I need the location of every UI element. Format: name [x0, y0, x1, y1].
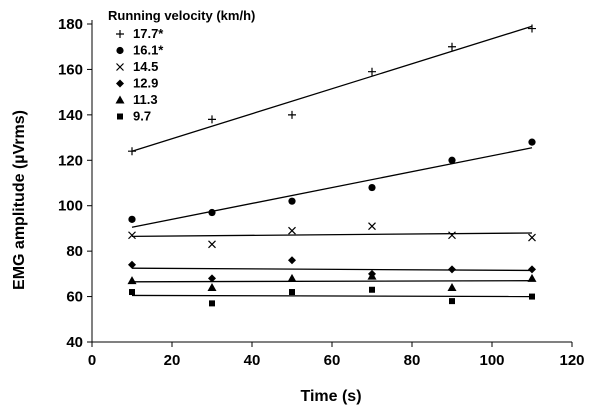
legend-marker-cross — [116, 63, 124, 71]
y-tick-label: 100 — [58, 198, 83, 215]
data-point-diamond — [528, 265, 536, 274]
legend-title: Running velocity (km/h) — [108, 8, 255, 23]
y-tick-label: 80 — [66, 243, 83, 260]
data-point-square — [129, 289, 135, 296]
data-point-cross — [368, 222, 376, 231]
legend-entry-label: 16.1* — [133, 43, 164, 58]
y-tick-label: 140 — [58, 107, 83, 124]
data-point-circle — [368, 183, 376, 192]
legend-marker-circle — [116, 46, 124, 55]
data-point-circle — [208, 208, 216, 217]
legend-marker-plus — [116, 30, 124, 38]
data-point-plus — [528, 24, 536, 33]
data-points — [127, 24, 537, 307]
legend-entry-label: 12.9 — [133, 76, 158, 91]
data-point-triangle — [287, 273, 297, 282]
trend-line-circle — [131, 147, 533, 228]
data-point-plus — [288, 110, 296, 119]
trend-lines — [131, 25, 533, 298]
trend-line-triangle — [131, 280, 533, 283]
data-point-diamond — [128, 260, 136, 269]
data-point-cross — [448, 231, 456, 240]
data-point-triangle — [207, 282, 217, 291]
data-point-diamond — [448, 265, 456, 274]
data-point-cross — [528, 233, 536, 242]
data-point-plus — [208, 115, 216, 124]
data-point-triangle — [527, 273, 537, 282]
data-point-square — [209, 300, 215, 307]
x-axis-title: Time (s) — [300, 388, 361, 405]
trend-line-plus — [131, 25, 533, 152]
y-tick-label: 40 — [66, 334, 83, 351]
x-tick-label: 60 — [324, 352, 341, 369]
x-tick-label: 80 — [404, 352, 421, 369]
data-point-plus — [128, 147, 136, 156]
y-tick-label: 180 — [58, 16, 83, 33]
data-point-diamond — [208, 274, 216, 283]
data-point-square — [289, 289, 295, 296]
legend-marker-diamond — [116, 79, 124, 88]
data-point-circle — [128, 215, 136, 223]
data-point-circle — [288, 197, 296, 205]
trend-line-square — [131, 294, 533, 298]
x-tick-label: 0 — [88, 352, 96, 369]
data-point-square — [529, 293, 535, 300]
x-tick-label: 100 — [479, 352, 504, 369]
data-point-plus — [368, 67, 376, 76]
data-point-square — [369, 286, 375, 293]
data-point-circle — [528, 138, 536, 146]
x-tick-label: 40 — [244, 352, 261, 369]
data-point-square — [449, 298, 455, 305]
trend-line-cross — [131, 232, 533, 238]
data-point-diamond — [288, 256, 296, 265]
legend-entry-label: 9.7 — [133, 109, 151, 124]
x-tick-label: 120 — [559, 352, 584, 369]
data-point-triangle — [127, 276, 137, 285]
y-tick-label: 60 — [66, 289, 83, 306]
y-tick-label: 120 — [58, 152, 83, 169]
legend-marker-triangle — [115, 95, 125, 104]
data-point-triangle — [447, 282, 457, 291]
data-point-triangle — [367, 271, 377, 280]
y-tick-label: 160 — [58, 61, 83, 78]
legend-entry-label: 17.7* — [133, 26, 164, 41]
x-tick-label: 20 — [164, 352, 181, 369]
data-point-plus — [448, 42, 456, 51]
axes: 0 20 40 60 80 100 120 40 60 80 100 120 140 160 180 — [58, 16, 585, 369]
data-point-cross — [288, 226, 296, 235]
trend-line-diamond — [131, 267, 533, 272]
legend-marker-square — [117, 113, 123, 120]
legend: Running velocity (km/h) 17.7* 16.1*14.5 12… — [108, 8, 255, 124]
data-point-circle — [448, 156, 456, 164]
data-point-cross — [208, 240, 216, 249]
legend-entry-label: 11.3 — [133, 92, 158, 107]
legend-entry-label: 14.5 — [133, 59, 158, 74]
data-point-cross — [128, 231, 136, 240]
y-axis-title: EMG amplitude (µVrms) — [11, 110, 28, 290]
